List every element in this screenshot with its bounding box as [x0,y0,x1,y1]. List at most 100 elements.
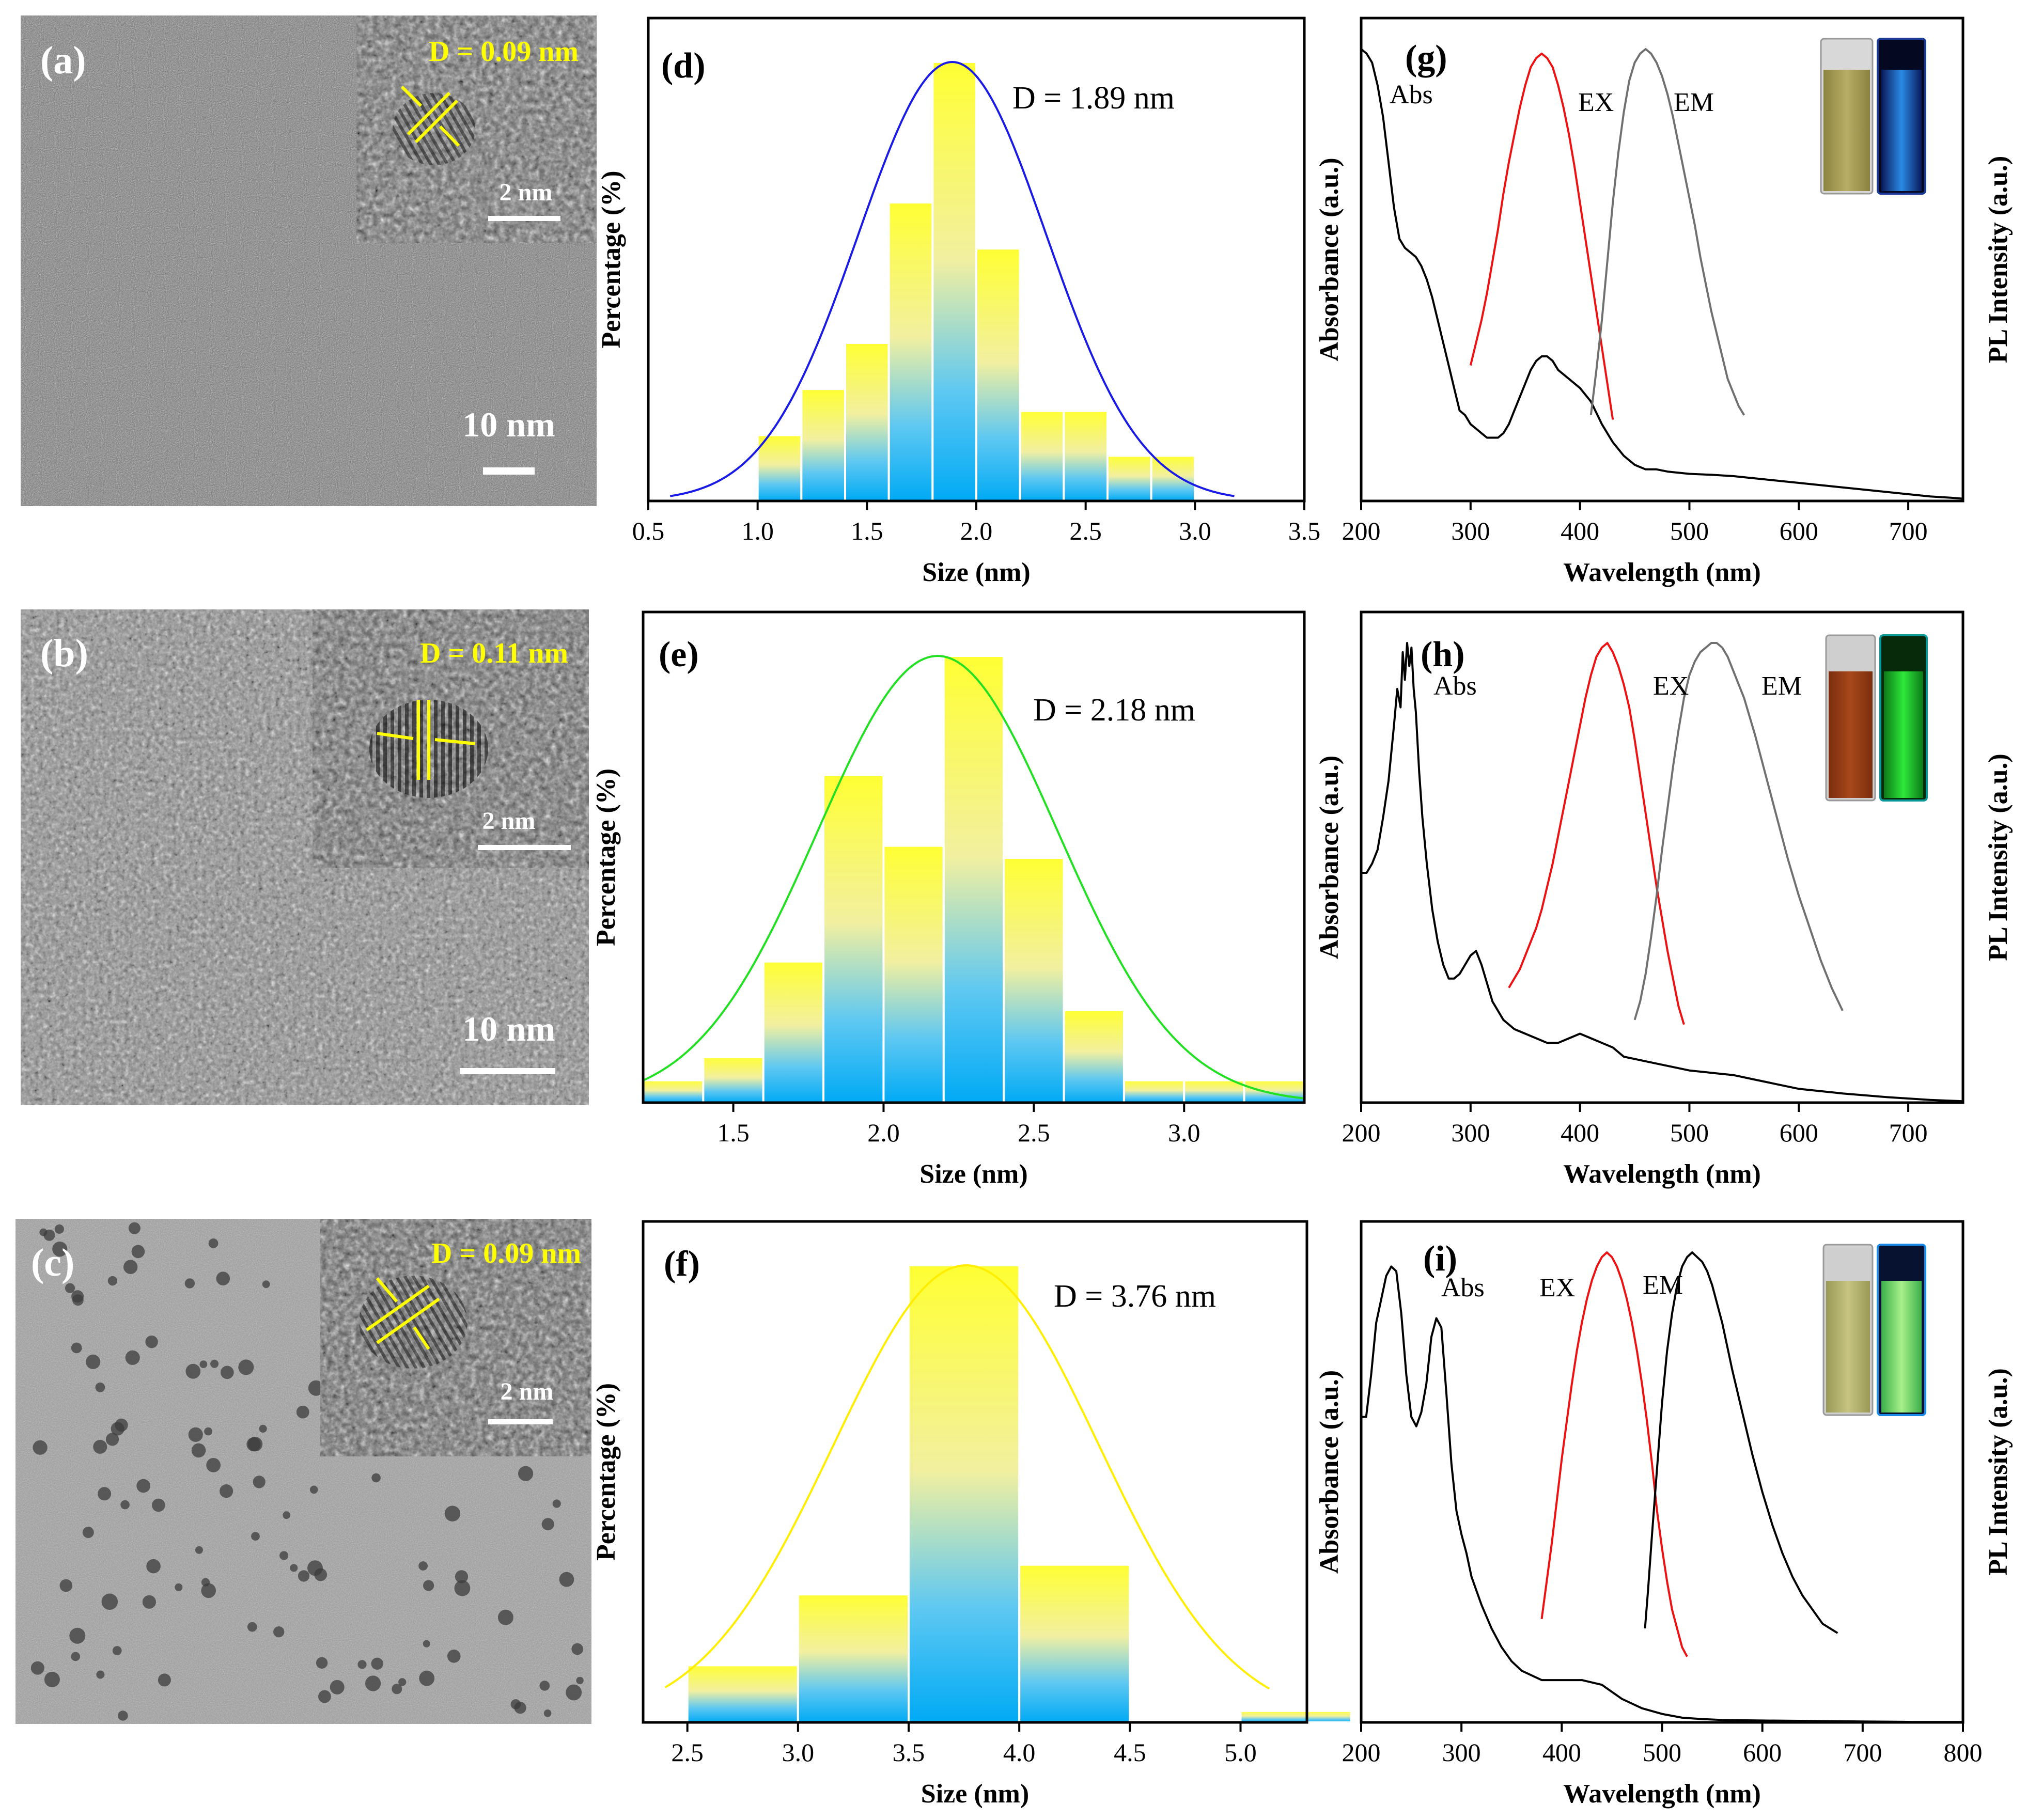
y-axis-title: Absorbance (a.u.) [1315,158,1344,361]
nanoparticle [152,1499,165,1512]
histogram-bar [845,343,889,501]
panel-label: (e) [659,635,699,674]
inset-scale-bar-c [488,1419,553,1424]
nanoparticle [447,1650,461,1663]
histogram-e: 1.5 2.0 2.5 3.0(e)D = 2.18 nmSize (nm)Perce… [591,612,1304,1189]
nanoparticle [118,1711,128,1721]
nanoparticle [445,1506,460,1521]
x-tick-label: 200 [1342,1118,1381,1147]
y-axis-title: Absorbance (a.u.) [1315,1370,1344,1574]
nanoparticle [143,1595,156,1609]
curve-label-em: EM [1643,1270,1683,1300]
nanoparticle [83,1527,94,1538]
vial-photo-i [1823,1245,1925,1415]
x-tick-label: 3.5 [1288,516,1321,545]
nanoparticle [71,1343,82,1354]
nanoparticle [136,1479,150,1493]
nanoparticle [398,1678,406,1686]
histogram-bar [1108,456,1151,501]
x-tick-label: 500 [1670,516,1709,545]
nanoparticle [200,1360,208,1368]
histogram-bar [703,1057,763,1103]
nanoparticle [185,1364,200,1379]
nanoparticle [145,1336,158,1348]
x-tick-label: 1.0 [741,516,774,545]
x-tick-label: 700 [1889,516,1928,545]
nanoparticle [262,1280,270,1288]
nanoparticle [71,1652,80,1661]
panel-label-b: (b) [40,632,88,675]
inset-scale-bar-b [478,845,571,850]
nanoparticle [72,1294,84,1306]
histogram-bar [1064,411,1108,501]
nanoparticle [307,1560,323,1576]
x-tick-label: 700 [1889,1118,1928,1147]
nanoparticle [330,1680,345,1695]
inset-scale-label-b: 2 nm [482,807,536,835]
histogram-bar [1151,456,1195,501]
nanoparticle [185,1278,195,1288]
nanoparticle [559,1572,574,1587]
y-axis-title-right: PL Intensity (a.u.) [1984,156,2013,364]
nanoparticle [542,1518,554,1530]
scale-label-b: 10 nm [462,1009,555,1048]
scale-label-a: 10 nm [462,405,555,444]
curve-label-ex: EX [1578,88,1614,117]
nanoparticle [221,1366,234,1379]
curve-label-abs: Abs [1433,671,1477,701]
tem-inset-b: D = 0.11 nm 2 nm [313,609,589,868]
nanoparticle [511,1699,521,1709]
x-tick-label: 600 [1780,516,1818,545]
nanoparticle [210,1360,219,1368]
nanoparticle [576,1677,583,1684]
nanoparticle [120,1500,130,1510]
nanoparticle [65,1283,75,1293]
nanoparticle [371,1658,383,1670]
x-axis-title: Wavelength (nm) [1563,1159,1761,1189]
tem-panel-b: D = 0.11 nm 2 nm (b) 10 nm [21,609,589,1105]
x-tick-label: 600 [1743,1738,1782,1767]
nanoparticle [318,1690,331,1703]
nanoparticle [297,1406,309,1419]
nanoparticle [423,1640,430,1648]
x-axis-title: Size (nm) [921,1779,1029,1809]
curve-label-ex: EX [1653,671,1689,701]
nanoparticle [290,1564,298,1572]
curve-label-abs: Abs [1441,1273,1485,1303]
histogram-f: 2.5 3.0 3.5 4.0 4.5 5.0 (f) D = 3.76 nm Size (nm… [591,1221,1351,1809]
histogram-bar [798,1594,909,1722]
panel-label-a: (a) [40,39,86,82]
tem-inset-c: D = 0.09 nm 2 nm [320,1219,591,1456]
x-tick-label: 2.5 [1069,516,1102,545]
nanoparticle [553,1499,561,1508]
nanoparticle [86,1355,100,1369]
nanoparticle [423,1580,434,1591]
histogram-bar [976,248,1020,501]
x-tick-label: 300 [1451,516,1490,545]
x-tick-label: 700 [1843,1738,1882,1767]
nanoparticle [571,1643,583,1655]
nanoparticle [209,1238,219,1248]
histogram-bar [944,656,1004,1103]
histogram-bar [688,1665,798,1722]
histogram-bar [801,389,845,501]
mean-size-annotation: D = 3.76 nm [1054,1279,1216,1314]
nanoparticle [455,1570,468,1583]
x-tick-label: 3.0 [1168,1118,1200,1147]
nanoparticle [55,1225,64,1234]
y-axis-title: Percentage (%) [597,170,626,348]
x-tick-label: 800 [1944,1738,1983,1767]
histogram-bar [889,202,933,501]
x-tick-label: 300 [1442,1738,1481,1767]
tem-panel-c: D = 0.09 nm 2 nm (c) [15,1219,591,1724]
nanoparticle [44,1230,55,1241]
nanoparticle [98,1487,111,1500]
nanoparticle [132,1245,145,1259]
nanoparticle [371,1473,381,1483]
y-axis-title-right: PL Intensity (a.u.) [1984,754,2013,961]
nanoparticle [113,1646,122,1655]
vial-photo-h [1826,635,1927,801]
x-tick-label: 200 [1342,516,1381,545]
nanoparticle [248,1437,262,1451]
inset-scale-bar-a [488,216,560,221]
